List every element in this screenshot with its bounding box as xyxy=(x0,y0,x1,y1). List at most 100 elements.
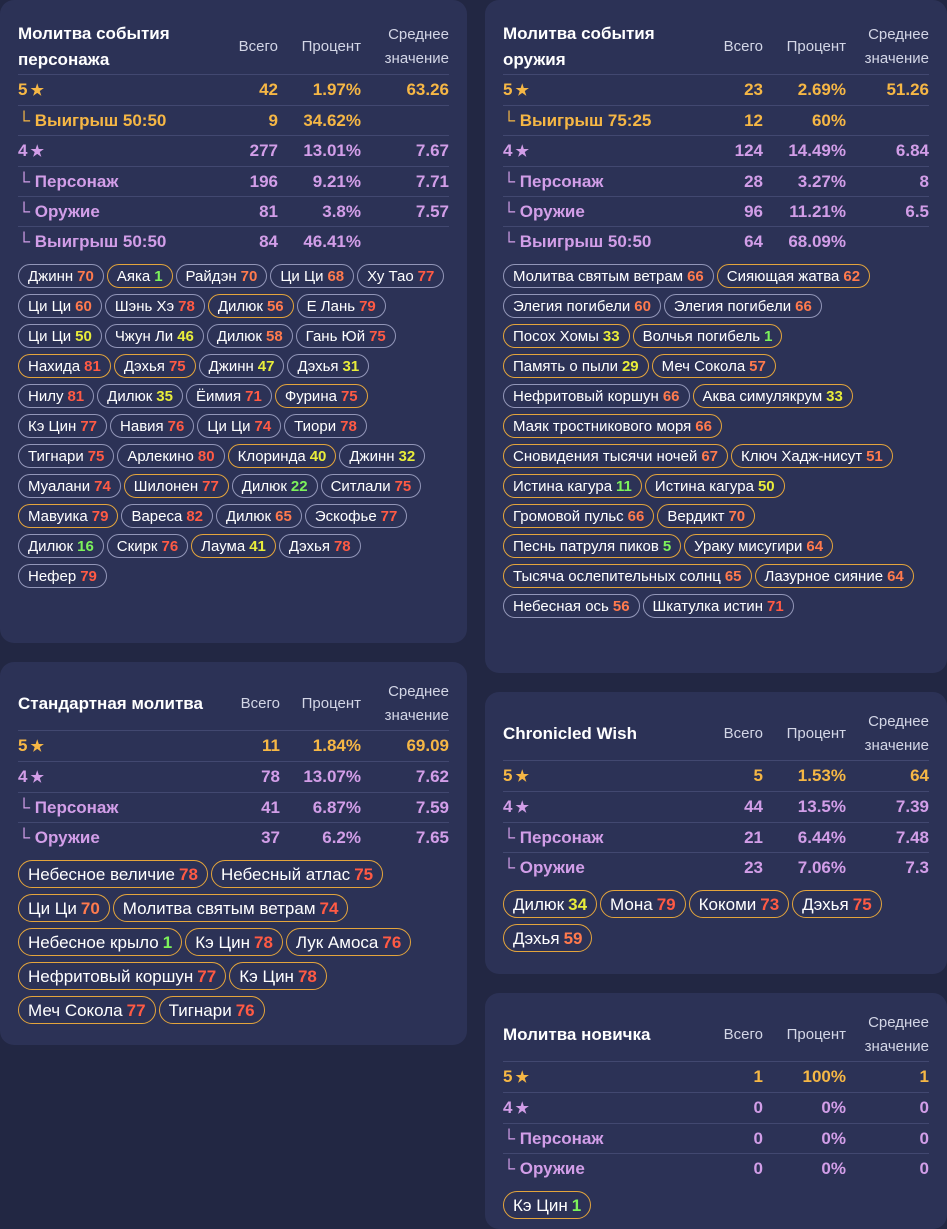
pull-tag[interactable]: Ёимия 71 xyxy=(185,383,272,408)
pull-tag[interactable]: Кокоми 73 xyxy=(688,889,790,918)
pull-tag[interactable]: Ци Ци 70 xyxy=(18,893,110,922)
pull-tag[interactable]: Дилюк 34 xyxy=(503,889,598,918)
pull-tag[interactable]: Вареса 82 xyxy=(121,503,214,528)
pull-tag[interactable]: Кэ Цин 77 xyxy=(18,413,108,438)
pull-tag[interactable]: Небесное величие 78 xyxy=(18,859,208,888)
row-4star-character: └ Персонаж 196 9.21% 7.71 xyxy=(18,165,449,196)
pull-tag[interactable]: Кэ Цин 78 xyxy=(229,961,327,990)
col-percent: Процент xyxy=(786,1025,846,1043)
pull-tag[interactable]: Дилюк 22 xyxy=(231,473,318,498)
pull-tag[interactable]: Сновидения тысячи ночей 67 xyxy=(503,443,729,468)
pull-tag[interactable]: Ситлали 75 xyxy=(320,473,422,498)
pull-tag[interactable]: Ци Ци 68 xyxy=(270,263,355,288)
pull-tag[interactable]: Райдэн 70 xyxy=(175,263,268,288)
pull-tag[interactable]: Кэ Цин 1 xyxy=(503,1190,592,1219)
pull-tag[interactable]: Элегия погибели 60 xyxy=(503,293,661,318)
pull-tag-count: 50 xyxy=(757,477,775,495)
pull-tag[interactable]: Мона 79 xyxy=(600,889,686,918)
pull-tag[interactable]: Мавуика 79 xyxy=(18,503,119,528)
stats-table: Молитва новичка Всего Процент Среднее зна… xyxy=(503,1009,929,1183)
pull-tag-count: 75 xyxy=(168,357,186,375)
pull-tag[interactable]: Дилюк 16 xyxy=(18,533,104,558)
pull-tag[interactable]: Дилюк 65 xyxy=(216,503,302,528)
pull-tag[interactable]: Небесное крыло 1 xyxy=(18,927,183,956)
pull-tag-name: Гань Юй xyxy=(305,327,366,345)
pull-tag[interactable]: Джинн 70 xyxy=(18,263,104,288)
pull-tag[interactable]: Лазурное сияние 64 xyxy=(754,563,914,588)
pull-tag[interactable]: Кэ Цин 78 xyxy=(185,927,283,956)
pull-tag[interactable]: Небесный атлас 75 xyxy=(210,859,384,888)
pull-tag-name: Е Лань xyxy=(306,297,356,315)
pull-tag[interactable]: Память о пыли 29 xyxy=(503,353,649,378)
pull-tag[interactable]: Эскофье 77 xyxy=(304,503,408,528)
pull-tag[interactable]: Истина кагура 11 xyxy=(503,473,642,498)
pull-tag[interactable]: Е Лань 79 xyxy=(296,293,386,318)
pull-tag[interactable]: Ци Ци 74 xyxy=(197,413,282,438)
pull-tag-name: Аква симулякрум xyxy=(702,387,823,405)
pull-tag[interactable]: Элегия погибели 66 xyxy=(663,293,822,318)
pull-tag[interactable]: Дэхья 75 xyxy=(113,353,196,378)
pull-tag[interactable]: Аква симулякрум 33 xyxy=(692,383,853,408)
pull-tag[interactable]: Фурина 75 xyxy=(274,383,368,408)
pull-tag[interactable]: Нефритовый коршун 66 xyxy=(503,383,690,408)
row-4star-weapon: └ Оружие 0 0% 0 xyxy=(503,1152,929,1183)
pull-tag[interactable]: Лук Амоса 76 xyxy=(285,927,412,956)
novice-wish-panel: Молитва новичка Всего Процент Среднее зна… xyxy=(485,993,947,1229)
pull-tag[interactable]: Ци Ци 50 xyxy=(18,323,102,348)
pull-tag[interactable]: Громовой пульс 66 xyxy=(503,503,655,528)
pull-tag[interactable]: Дилюк 58 xyxy=(206,323,293,348)
pull-tag[interactable]: Ци Ци 60 xyxy=(18,293,102,318)
pull-tag[interactable]: Аяка 1 xyxy=(106,263,173,288)
pull-tag[interactable]: Вердикт 70 xyxy=(657,503,756,528)
row-5star: 5 ★ 11 1.84% 69.09 xyxy=(18,729,449,761)
pull-tag[interactable]: Ключ Хадж-нисут 51 xyxy=(731,443,893,468)
pull-tag[interactable]: Нахида 81 xyxy=(18,353,111,378)
pull-tag[interactable]: Нилу 81 xyxy=(18,383,95,408)
pull-tag[interactable]: Молитва святым ветрам 66 xyxy=(503,263,714,288)
pull-tag[interactable]: Дэхья 78 xyxy=(278,533,361,558)
pull-tag[interactable]: Нефритовый коршун 77 xyxy=(18,961,227,990)
pull-tag[interactable]: Джинн 47 xyxy=(198,353,285,378)
pull-tag[interactable]: Посох Хомы 33 xyxy=(503,323,630,348)
pull-tag[interactable]: Дилюк 56 xyxy=(207,293,294,318)
pull-tag[interactable]: Шилонен 77 xyxy=(123,473,229,498)
pull-tag[interactable]: Клоринда 40 xyxy=(227,443,337,468)
pull-tag[interactable]: Молитва святым ветрам 74 xyxy=(112,893,349,922)
pull-tag[interactable]: Лаума 41 xyxy=(191,533,276,558)
pull-tag[interactable]: Чжун Ли 46 xyxy=(104,323,204,348)
pull-tag[interactable]: Гань Юй 75 xyxy=(295,323,396,348)
pull-tag[interactable]: Тысяча ослепительных солнц 65 xyxy=(503,563,752,588)
pull-tag[interactable]: Меч Сокола 77 xyxy=(18,995,156,1024)
stats-table: Chronicled Wish Всего Процент Среднее зна… xyxy=(503,708,929,882)
pull-tag[interactable]: Тигнари 75 xyxy=(18,443,115,468)
pull-tag[interactable]: Дэхья 31 xyxy=(287,353,370,378)
pull-tag[interactable]: Арлекино 80 xyxy=(117,443,225,468)
pull-tag[interactable]: Ху Тао 77 xyxy=(357,263,445,288)
pull-tag[interactable]: Джинн 32 xyxy=(339,443,426,468)
star-icon: ★ xyxy=(515,1068,529,1086)
pull-tag-name: Ци Ци xyxy=(28,297,72,315)
pull-tag[interactable]: Сияющая жатва 62 xyxy=(716,263,871,288)
pull-tag-name: Вердикт xyxy=(667,507,725,525)
pull-tag[interactable]: Истина кагура 50 xyxy=(644,473,785,498)
pull-tag[interactable]: Нефер 79 xyxy=(18,563,107,588)
pull-tag[interactable]: Навия 76 xyxy=(110,413,195,438)
pull-tag[interactable]: Маяк тростникового моря 66 xyxy=(503,413,722,438)
pull-tag[interactable]: Скирк 76 xyxy=(106,533,189,558)
pull-tag[interactable]: Тигнари 76 xyxy=(158,995,265,1024)
pull-tag-count: 66 xyxy=(795,297,812,315)
pull-tag[interactable]: Волчья погибель 1 xyxy=(632,323,783,348)
pull-tag[interactable]: Дилюк 35 xyxy=(97,383,183,408)
pull-tag-name: Дилюк xyxy=(216,327,262,345)
pull-tag[interactable]: Шэнь Хэ 78 xyxy=(104,293,205,318)
pull-tag[interactable]: Ураку мисугири 64 xyxy=(684,533,834,558)
pull-tag[interactable]: Дэхья 59 xyxy=(503,923,593,952)
pull-tag-name: Лаума xyxy=(201,537,246,555)
pull-tag[interactable]: Небесная ось 56 xyxy=(503,593,640,618)
pull-tag[interactable]: Муалани 74 xyxy=(18,473,121,498)
pull-tag[interactable]: Меч Сокола 57 xyxy=(651,353,776,378)
pull-tag[interactable]: Тиори 78 xyxy=(284,413,367,438)
pull-tag[interactable]: Шкатулка истин 71 xyxy=(642,593,794,618)
pull-tag[interactable]: Песнь патруля пиков 5 xyxy=(503,533,682,558)
pull-tag[interactable]: Дэхья 75 xyxy=(792,889,882,918)
